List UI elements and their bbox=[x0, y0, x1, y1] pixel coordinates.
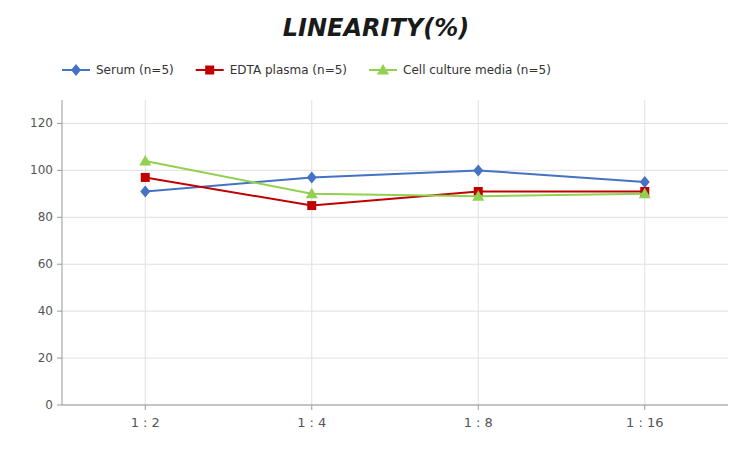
legend: Serum (n=5) EDTA plasma (n=5) Cell culture… bbox=[62, 63, 551, 77]
y-tick-label: 80 bbox=[38, 210, 53, 224]
point bbox=[472, 190, 484, 201]
x-tick-label: 1 : 4 bbox=[297, 415, 326, 430]
y-tick-label: 120 bbox=[30, 116, 53, 130]
y-tick bbox=[57, 311, 62, 312]
title: LINEARITY(%) bbox=[283, 14, 469, 42]
y-tick bbox=[57, 170, 62, 171]
x-axis-line bbox=[62, 405, 728, 406]
grid-line-y bbox=[62, 217, 728, 218]
legend-swatch-marker bbox=[205, 66, 214, 75]
grid-line-y bbox=[62, 123, 728, 124]
grid-line-x bbox=[311, 100, 312, 405]
y-tick-label: 0 bbox=[45, 398, 53, 412]
point bbox=[307, 201, 316, 210]
point bbox=[307, 171, 317, 183]
x-tick-label: 1 : 2 bbox=[131, 415, 160, 430]
legend-swatch-marker bbox=[377, 64, 389, 75]
grid-line-y bbox=[62, 264, 728, 265]
grid-line-y bbox=[62, 311, 728, 312]
y-tick-label: 100 bbox=[30, 163, 53, 177]
x-tick bbox=[644, 405, 645, 410]
legend-item: Cell culture media (n=5) bbox=[369, 63, 551, 77]
axes: 0 20 40 60 80 100 120 1 : 2 1 : 4 1 : 8 1 : 16 bbox=[30, 100, 728, 430]
point bbox=[141, 173, 150, 182]
legend-item: Serum (n=5) bbox=[62, 63, 174, 77]
y-tick-label: 40 bbox=[38, 304, 53, 318]
grid-line-y bbox=[62, 170, 728, 171]
y-tick bbox=[57, 217, 62, 218]
y-tick bbox=[57, 358, 62, 359]
point bbox=[139, 155, 151, 166]
grid-line-x bbox=[478, 100, 479, 405]
legend-item: EDTA plasma (n=5) bbox=[196, 63, 347, 77]
x-tick bbox=[478, 405, 479, 410]
legend-label: EDTA plasma (n=5) bbox=[230, 63, 347, 77]
legend-label: Serum (n=5) bbox=[96, 63, 174, 77]
y-axis-line bbox=[62, 100, 63, 405]
chart-svg: LINEARITY(%) 0 20 40 60 80 100 120 1 : 2 1 : 4 1 :… bbox=[0, 0, 752, 451]
point bbox=[140, 186, 150, 198]
y-tick bbox=[57, 264, 62, 265]
y-tick-label: 20 bbox=[38, 351, 53, 365]
series-line bbox=[145, 177, 645, 205]
point bbox=[640, 176, 650, 188]
x-tick-label: 1 : 8 bbox=[464, 415, 493, 430]
grid-line-y bbox=[62, 405, 728, 406]
series-line bbox=[145, 170, 645, 191]
y-tick bbox=[57, 405, 62, 406]
point bbox=[639, 188, 651, 199]
y-tick-label: 60 bbox=[38, 257, 53, 271]
grid-line-y bbox=[62, 358, 728, 359]
x-tick bbox=[145, 405, 146, 410]
x-tick-label: 1 : 16 bbox=[626, 415, 663, 430]
series-line bbox=[145, 161, 645, 196]
chart-container: LINEARITY(%) 0 20 40 60 80 100 120 1 : 2 1 : 4 1 :… bbox=[0, 0, 752, 451]
series-group bbox=[139, 155, 651, 210]
grid-line-x bbox=[644, 100, 645, 405]
y-tick bbox=[57, 123, 62, 124]
grid bbox=[62, 100, 728, 405]
point bbox=[473, 164, 483, 176]
point bbox=[306, 188, 318, 199]
legend-swatch-marker bbox=[71, 64, 81, 76]
grid-line-x bbox=[145, 100, 146, 405]
x-tick bbox=[311, 405, 312, 410]
legend-label: Cell culture media (n=5) bbox=[403, 63, 551, 77]
